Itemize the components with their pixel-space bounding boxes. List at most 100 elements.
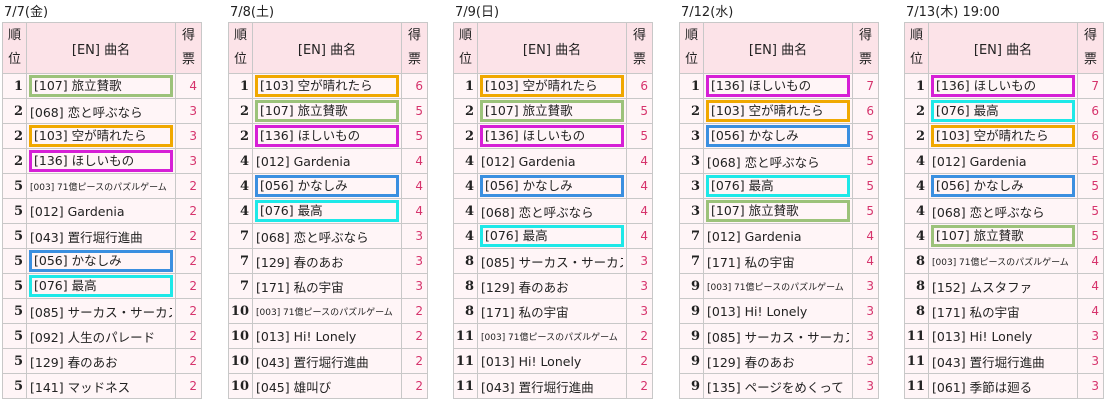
song-title-cell: [135] ページをめくって	[703, 373, 853, 399]
table-row: 7 [012] Gardenia 4	[679, 223, 879, 249]
song-title-cell: [136] ほしいもの	[477, 123, 627, 149]
votes-cell: 4	[852, 223, 879, 249]
rank-cell: 10	[228, 323, 253, 349]
votes-cell: 3	[852, 373, 879, 399]
song-title-cell: [085] サーカス・サーカス	[703, 323, 853, 349]
song-title-cell: [068] 恋と呼ぶなら	[26, 98, 176, 124]
table-row: 8 [129] 春のあお 3	[453, 273, 653, 299]
song-title-cell: [129] 春のあお	[26, 348, 176, 374]
rank-cell: 7	[228, 223, 253, 249]
song-title-cell: [056] かなしみ	[477, 173, 627, 199]
rank-cell: 2	[904, 123, 929, 149]
votes-header: 得票	[626, 22, 653, 74]
song-title: [043] 置行堀行進曲	[30, 229, 143, 245]
highlighted-song-title: [136] ほしいもの	[480, 125, 624, 147]
votes-cell: 5	[852, 148, 879, 174]
votes-cell: 3	[175, 123, 202, 149]
table-row: 4 [068] 恋と呼ぶなら 4	[453, 198, 653, 224]
table-row: 7 [171] 私の宇宙 3	[228, 273, 428, 299]
highlighted-song-title: [136] ほしいもの	[255, 125, 399, 147]
table-row: 3 [107] 旅立賛歌 5	[679, 198, 879, 224]
votes-cell: 4	[1077, 298, 1104, 324]
table-row: 5 [076] 最高 2	[2, 273, 202, 299]
table-row: 4 [012] Gardenia 4	[453, 148, 653, 174]
table-row: 4 [107] 旅立賛歌 5	[904, 223, 1104, 249]
song-title: [012] Gardenia	[256, 153, 351, 169]
date-label: 7/12(水)	[681, 5, 734, 20]
song-title-cell: [003] 71億ピースのパズルゲーム	[26, 173, 176, 199]
votes-cell: 2	[175, 248, 202, 274]
votes-cell: 3	[175, 98, 202, 124]
votes-cell: 2	[401, 373, 428, 399]
votes-cell: 4	[852, 248, 879, 274]
rank-cell: 4	[453, 223, 478, 249]
song-title-cell: [013] Hi! Lonely	[477, 348, 627, 374]
highlighted-song-title: [076] 最高	[255, 200, 399, 222]
song-title-cell: [085] サーカス・サーカス	[26, 298, 176, 324]
rank-cell: 5	[2, 348, 27, 374]
song-title: [012] Gardenia	[707, 228, 802, 244]
table-row: 11 [003] 71億ピースのパズルゲーム 2	[453, 323, 653, 349]
song-title-cell: [092] 人生のパレード	[26, 323, 176, 349]
votes-header: 得票	[1077, 22, 1104, 74]
highlighted-song-title: [056] かなしみ	[931, 175, 1075, 197]
header-row: 順位 [EN] 曲名得票	[679, 22, 879, 74]
votes-cell: 2	[175, 298, 202, 324]
title-header: [EN] 曲名	[252, 22, 402, 74]
song-title: [013] Hi! Lonely	[707, 303, 808, 319]
title-header: [EN] 曲名	[26, 22, 176, 74]
votes-cell: 3	[852, 348, 879, 374]
votes-cell: 4	[626, 223, 653, 249]
song-title: [003] 71億ピースのパズルゲーム	[932, 257, 1069, 268]
title-header: [EN] 曲名	[703, 22, 853, 74]
rank-cell: 5	[2, 198, 27, 224]
title-header: [EN] 曲名	[928, 22, 1078, 74]
votes-cell: 3	[626, 248, 653, 274]
song-title-cell: [056] かなしみ	[252, 173, 402, 199]
rank-cell: 4	[228, 198, 253, 224]
votes-cell: 3	[852, 273, 879, 299]
rank-cell: 9	[679, 373, 704, 399]
table-row: 11 [043] 置行堀行進曲 2	[453, 373, 653, 399]
votes-cell: 5	[626, 98, 653, 124]
rank-cell: 2	[228, 123, 253, 149]
votes-cell: 2	[401, 323, 428, 349]
title-header: [EN] 曲名	[477, 22, 627, 74]
rank-cell: 8	[904, 273, 929, 299]
song-title-cell: [043] 置行堀行進曲	[252, 348, 402, 374]
rank-cell: 4	[453, 173, 478, 199]
table-row: 10 [043] 置行堀行進曲 2	[228, 348, 428, 374]
table-row: 2 [076] 最高 6	[904, 98, 1104, 124]
table-row: 5 [085] サーカス・サーカス 2	[2, 298, 202, 324]
rank-cell: 5	[2, 248, 27, 274]
table-row: 11 [013] Hi! Lonely 3	[904, 323, 1104, 349]
song-title-cell: [129] 春のあお	[477, 273, 627, 299]
song-title: [003] 71億ピースのパズルゲーム	[707, 282, 844, 293]
rank-cell: 3	[679, 198, 704, 224]
rank-cell: 4	[453, 148, 478, 174]
votes-cell: 4	[626, 173, 653, 199]
table-row: 7 [171] 私の宇宙 4	[679, 248, 879, 274]
votes-header-char: 得	[181, 28, 195, 43]
votes-header-char: 票	[181, 52, 195, 67]
ranking-table: 順位 [EN] 曲名得票 1 [136] ほしいもの 7 2 [103] 空が晴れたら 6 3[…	[679, 22, 879, 399]
song-title-cell: [171] 私の宇宙	[252, 273, 402, 299]
rank-cell: 4	[228, 148, 253, 174]
song-title-cell: [003] 71億ピースのパズルゲーム	[477, 323, 627, 349]
song-title: [045] 雄叫び	[256, 379, 332, 395]
song-title-cell: [003] 71億ピースのパズルゲーム	[928, 248, 1078, 274]
highlighted-song-title: [103] 空が晴れたら	[706, 100, 850, 122]
rank-cell: 7	[228, 248, 253, 274]
votes-cell: 5	[626, 123, 653, 149]
votes-cell: 5	[852, 198, 879, 224]
song-title-cell: [141] マッドネス	[26, 373, 176, 399]
votes-cell: 2	[175, 273, 202, 299]
song-title-cell: [068] 恋と呼ぶなら	[252, 223, 402, 249]
votes-cell: 3	[1077, 348, 1104, 374]
date-label: 7/7(金)	[4, 5, 49, 20]
votes-cell: 4	[626, 148, 653, 174]
highlighted-song-title: [103] 空が晴れたら	[931, 125, 1075, 147]
votes-header-char: 得	[858, 28, 872, 43]
table-row: 8 [085] サーカス・サーカス 3	[453, 248, 653, 274]
rank-cell: 2	[904, 98, 929, 124]
